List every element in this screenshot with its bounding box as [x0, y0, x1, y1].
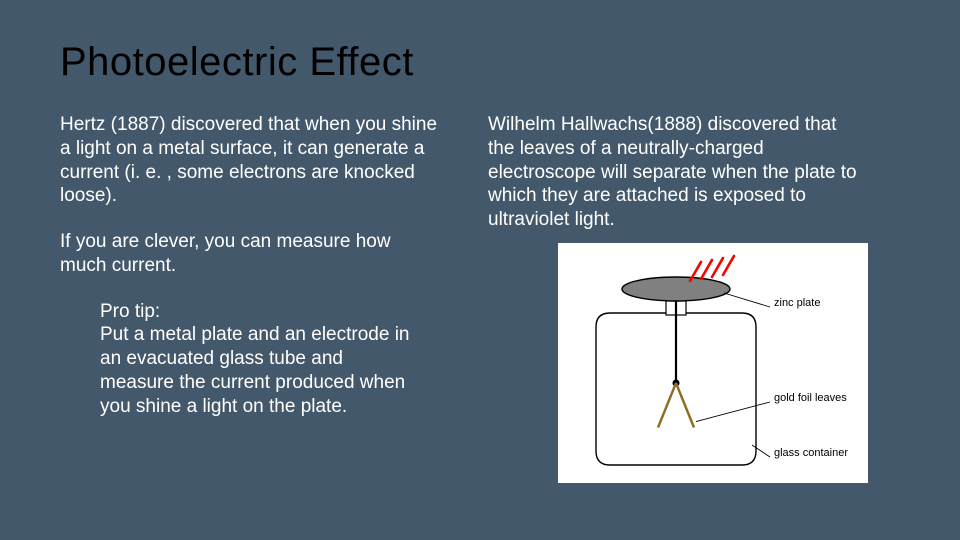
label-glass-container: glass container [774, 447, 848, 459]
right-para-1: Wilhelm Hallwachs(1888) discovered that … [488, 113, 868, 232]
slide-title: Photoelectric Effect [60, 40, 900, 85]
left-para-1: Hertz (1887) discovered that when you sh… [60, 113, 440, 208]
label-zinc-plate: zinc plate [774, 297, 820, 309]
gold-leaf-right [676, 383, 694, 428]
left-column: Hertz (1887) discovered that when you sh… [60, 113, 440, 418]
columns: Hertz (1887) discovered that when you sh… [60, 113, 900, 418]
label-gold-foil-leaves: gold foil leaves [774, 392, 847, 404]
uv-ray-icon [701, 260, 712, 279]
leader-leaves [696, 402, 770, 422]
uv-ray-icon [712, 258, 723, 277]
slide: Photoelectric Effect Hertz (1887) discov… [0, 0, 960, 540]
uv-ray-icon [723, 256, 734, 275]
leader-plate [724, 293, 770, 307]
electroscope-diagram: zinc plate gold foil leaves glass contai… [558, 243, 868, 483]
gold-leaf-left [658, 383, 676, 428]
left-para-2: If you are clever, you can measure how m… [60, 230, 440, 278]
zinc-plate [622, 277, 730, 301]
leader-container [752, 445, 770, 457]
right-column: Wilhelm Hallwachs(1888) discovered that … [488, 113, 868, 418]
protip: Pro tip: Put a metal plate and an electr… [100, 300, 410, 419]
